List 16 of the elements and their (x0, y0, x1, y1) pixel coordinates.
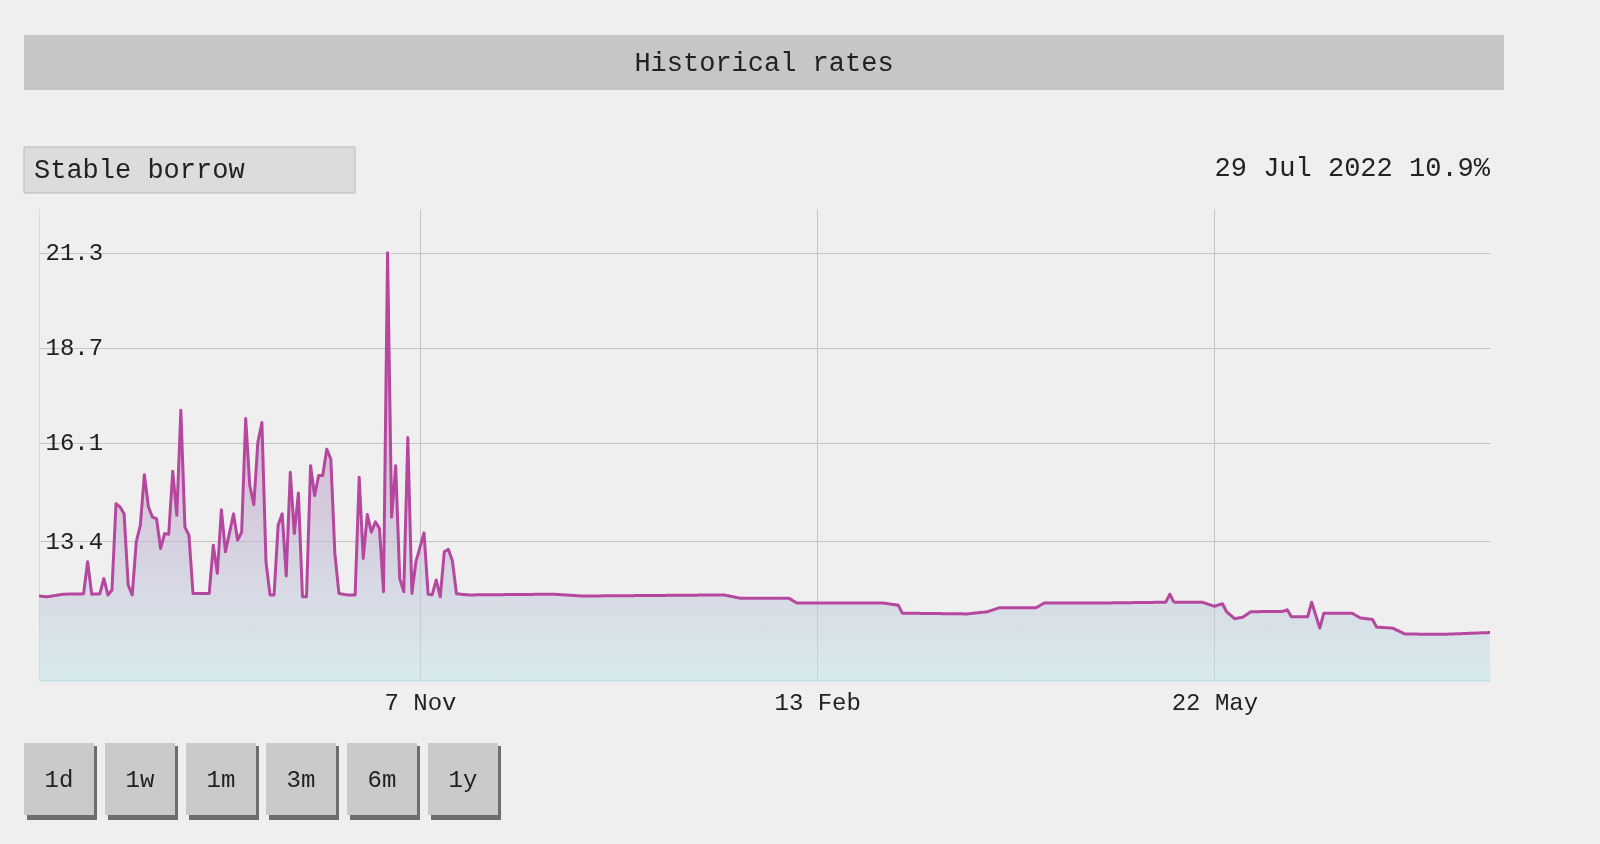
y-tick-label: 16.1 (45, 430, 104, 458)
text: 1d (44, 767, 74, 794)
text: 3m (286, 767, 316, 794)
text: 1m (206, 767, 236, 794)
text: 1y (448, 767, 478, 794)
text: Stable borrow (34, 156, 245, 186)
y-tick-label: 13.4 (45, 528, 104, 556)
y-tick-label: 18.7 (45, 335, 104, 363)
text: 1w (125, 767, 155, 794)
chart-title: Historical rates (634, 49, 894, 79)
text: 6m (367, 767, 397, 794)
x-tick-label: 13 Feb (774, 689, 861, 717)
text: 29 Jul 2022 10.9% (1214, 154, 1491, 184)
x-tick-label: 22 May (1171, 689, 1259, 717)
y-tick-label: 21.3 (45, 240, 104, 268)
x-tick-label: 7 Nov (384, 689, 457, 717)
